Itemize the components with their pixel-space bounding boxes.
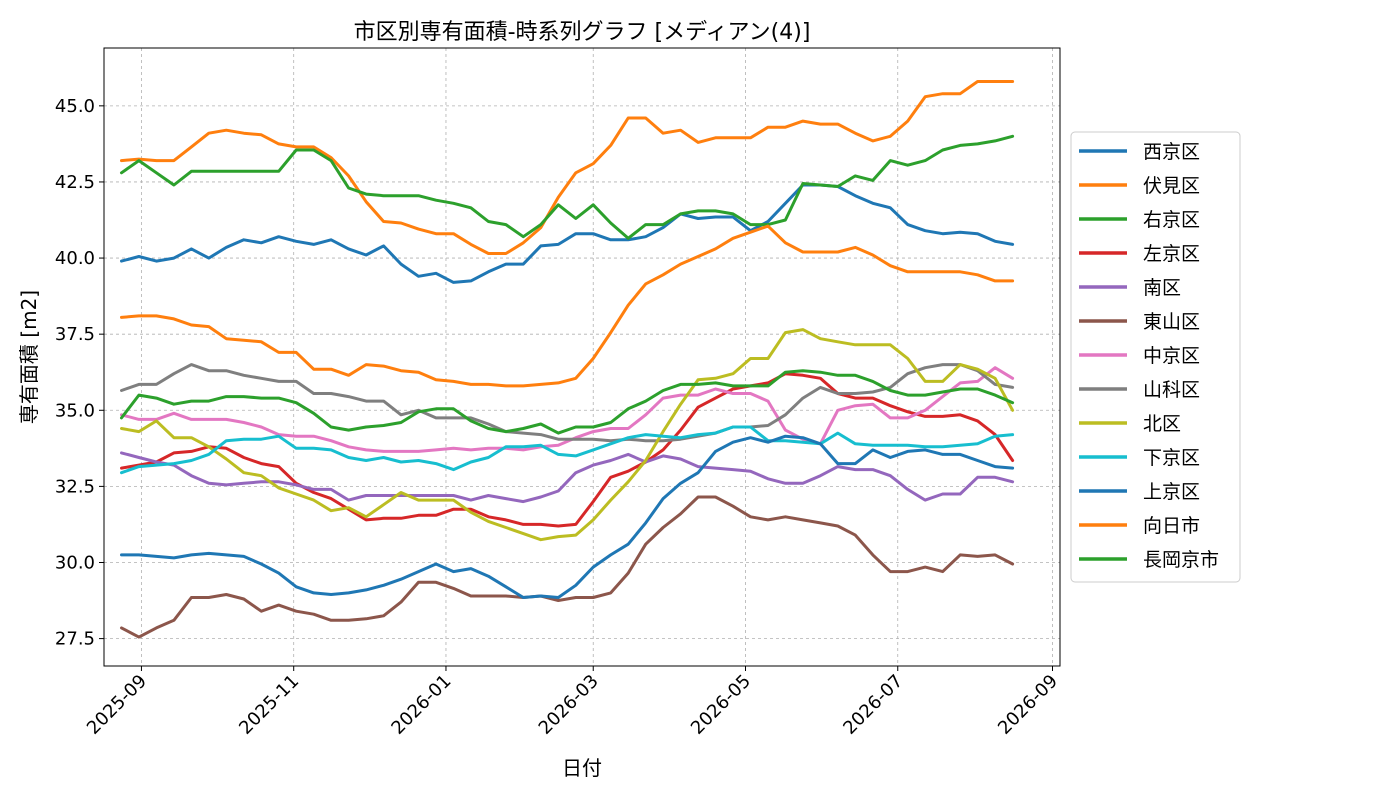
y-axis-label: 専有面積 [m2] xyxy=(17,290,41,424)
x-tick-label: 2026-05 xyxy=(687,671,755,739)
series-line-0 xyxy=(120,183,1015,284)
legend-label-11: 向日市 xyxy=(1143,515,1200,537)
series-line-7 xyxy=(120,363,1015,443)
series-line-3 xyxy=(120,372,1015,528)
legend-label-4: 南区 xyxy=(1143,277,1181,299)
legend-label-0: 西京区 xyxy=(1143,141,1200,163)
series-line-12 xyxy=(120,369,1015,435)
y-tick-label: 37.5 xyxy=(55,324,95,345)
series-lines xyxy=(120,80,1015,639)
y-tick-label: 27.5 xyxy=(55,629,95,650)
legend-label-12: 長岡京市 xyxy=(1143,549,1219,571)
legend-label-9: 下京区 xyxy=(1143,447,1200,469)
x-axis: 2025-09 2025-11 2026-01 2026-03 2026-05 2026-… xyxy=(83,666,1062,739)
x-axis-label: 日付 xyxy=(562,756,602,780)
grid xyxy=(104,48,1060,666)
x-tick-label: 2026-01 xyxy=(387,671,455,739)
legend-label-2: 右京区 xyxy=(1143,209,1200,231)
y-tick-label: 45.0 xyxy=(55,96,95,117)
series-line-8 xyxy=(120,328,1015,542)
series-line-10 xyxy=(120,434,1015,599)
series-line-5 xyxy=(120,495,1015,639)
legend-label-7: 山科区 xyxy=(1143,379,1200,401)
x-tick-label: 2026-09 xyxy=(994,671,1062,739)
x-tick-label: 2025-11 xyxy=(235,671,303,739)
legend-label-6: 中京区 xyxy=(1143,345,1200,367)
y-tick-label: 32.5 xyxy=(55,476,95,497)
x-tick-label: 2026-03 xyxy=(535,671,603,739)
legend-label-8: 北区 xyxy=(1143,413,1181,435)
series-line-1 xyxy=(120,80,1015,255)
y-tick-label: 40.0 xyxy=(55,248,95,269)
series-line-6 xyxy=(120,366,1015,453)
chart-title: 市区別専有面積-時系列グラフ [メディアン(4)] xyxy=(354,20,811,45)
plot-frame xyxy=(103,47,1061,667)
y-tick-label: 35.0 xyxy=(55,400,95,421)
series-line-11 xyxy=(120,224,1015,388)
legend-label-5: 東山区 xyxy=(1143,311,1200,333)
y-axis: 27.5 30.0 32.5 35.0 37.5 40.0 42.5 45.0 xyxy=(55,96,104,650)
y-tick-label: 30.0 xyxy=(55,552,95,573)
legend-label-3: 左京区 xyxy=(1143,243,1200,265)
series-line-9 xyxy=(120,425,1015,475)
x-tick-label: 2026-07 xyxy=(839,671,907,739)
series-line-2 xyxy=(120,134,1015,240)
legend-frame xyxy=(1070,131,1241,583)
y-tick-label: 42.5 xyxy=(55,172,95,193)
legend-label-1: 伏見区 xyxy=(1143,175,1200,197)
x-tick-label: 2025-09 xyxy=(83,671,151,739)
legend-label-10: 上京区 xyxy=(1143,481,1200,503)
